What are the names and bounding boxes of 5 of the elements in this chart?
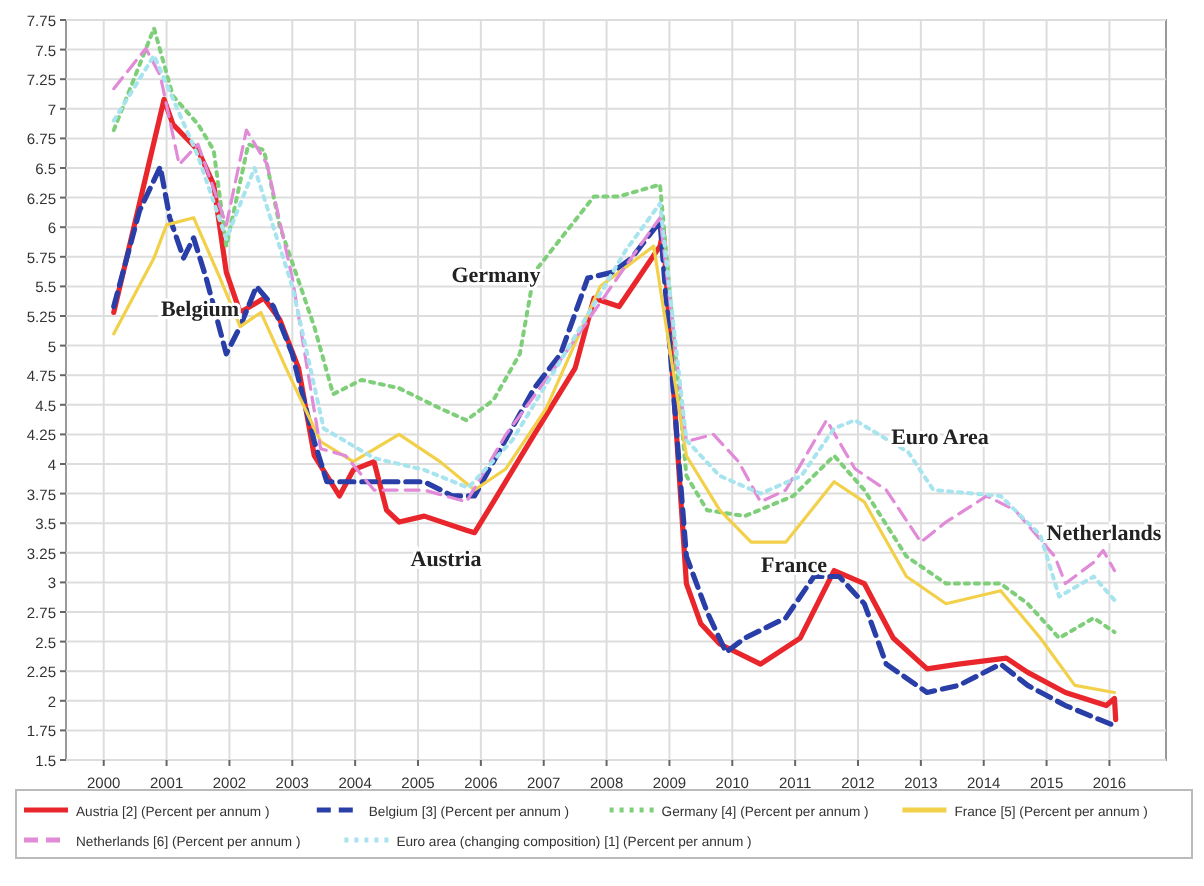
- annotation: France: [761, 554, 828, 578]
- annotation: Austria: [410, 548, 483, 572]
- annotation: Germany: [451, 264, 542, 288]
- annotation: Euro Area: [891, 426, 990, 450]
- annotation: Netherlands: [1046, 522, 1163, 546]
